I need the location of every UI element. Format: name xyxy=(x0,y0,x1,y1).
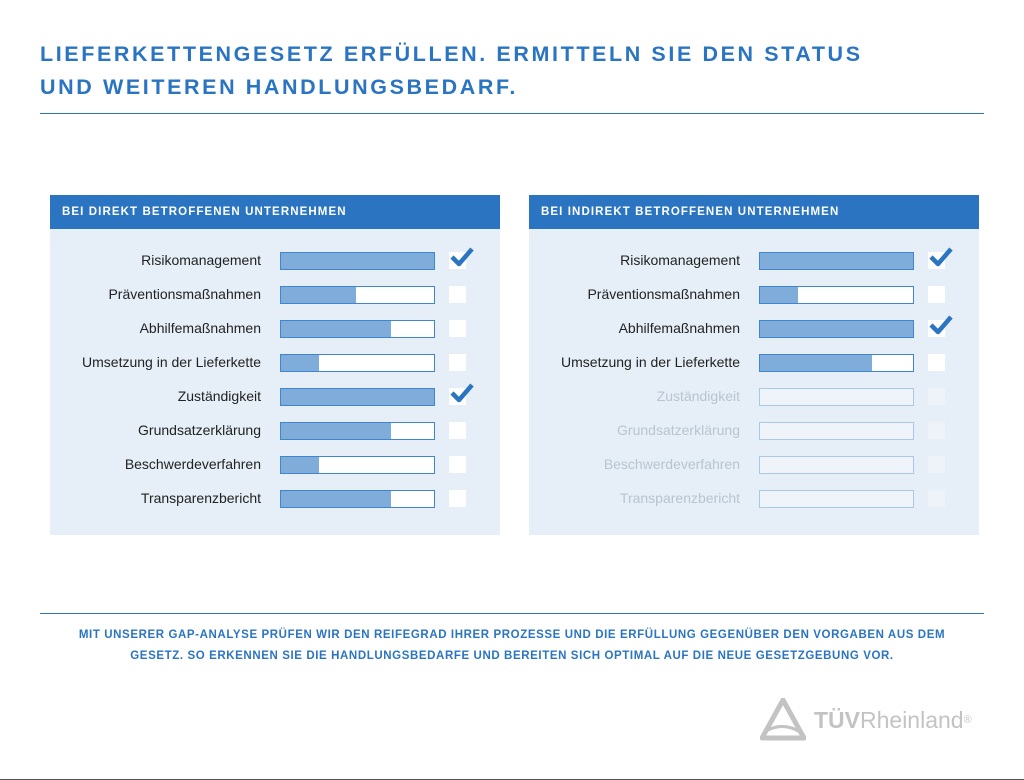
row-label: Zuständigkeit xyxy=(656,388,740,404)
checkbox[interactable] xyxy=(449,286,466,303)
status-row: Präventionsmaßnahmen xyxy=(529,285,979,305)
progress-bar xyxy=(759,320,914,338)
status-row: Beschwerdeverfahren xyxy=(50,455,500,475)
footer-text: MIT UNSERER GAP-ANALYSE PRÜFEN WIR DEN R… xyxy=(40,625,984,667)
page-title: LIEFERKETTENGESETZ ERFÜLLEN. ERMITTELN S… xyxy=(40,38,863,104)
progress-bar xyxy=(759,286,914,304)
progress-bar xyxy=(280,456,435,474)
panel-heading: BEI INDIREKT BETROFFENEN UNTERNEHMEN xyxy=(529,195,979,229)
tuv-logo: TÜV Rheinland ® xyxy=(760,698,972,742)
checkmark-icon xyxy=(929,315,953,335)
status-row: Umsetzung in der Lieferkette xyxy=(529,353,979,373)
logo-bold: TÜV xyxy=(814,706,860,733)
status-row: Risikomanagement xyxy=(529,247,979,271)
checkmark-icon xyxy=(450,383,474,403)
progress-fill xyxy=(281,457,320,473)
row-label: Abhilfemaßnahmen xyxy=(139,320,261,336)
progress-fill xyxy=(281,287,356,303)
progress-fill xyxy=(760,321,913,337)
checkbox[interactable] xyxy=(928,422,945,439)
progress-bar xyxy=(280,286,435,304)
status-row: Präventionsmaßnahmen xyxy=(50,285,500,305)
status-row: Abhilfemaßnahmen xyxy=(529,315,979,339)
checkbox[interactable] xyxy=(928,456,945,473)
title-line-1: LIEFERKETTENGESETZ ERFÜLLEN. ERMITTELN S… xyxy=(40,42,863,66)
checkbox[interactable] xyxy=(928,286,945,303)
progress-bar xyxy=(280,354,435,372)
row-label: Transparenzbericht xyxy=(619,490,740,506)
checkbox[interactable] xyxy=(449,490,466,507)
checkbox[interactable] xyxy=(449,422,466,439)
progress-fill xyxy=(760,253,913,269)
progress-fill xyxy=(281,491,392,507)
status-row: Zuständigkeit xyxy=(529,387,979,407)
progress-bar xyxy=(280,320,435,338)
status-row: Risikomanagement xyxy=(50,247,500,271)
status-row: Abhilfemaßnahmen xyxy=(50,319,500,339)
row-label: Grundsatzerklärung xyxy=(617,422,740,438)
progress-bar xyxy=(759,354,914,372)
divider-top xyxy=(40,113,984,114)
status-row: Grundsatzerklärung xyxy=(50,421,500,441)
status-row: Transparenzbericht xyxy=(529,489,979,509)
row-label: Präventionsmaßnahmen xyxy=(108,286,261,302)
progress-bar xyxy=(280,388,435,406)
progress-fill xyxy=(281,423,392,439)
checkbox[interactable] xyxy=(928,388,945,405)
footer-line-2: GESETZ. SO ERKENNEN SIE DIE HANDLUNGSBED… xyxy=(130,650,894,662)
checkmark-icon xyxy=(450,247,474,267)
progress-fill xyxy=(760,287,799,303)
row-label: Grundsatzerklärung xyxy=(138,422,261,438)
footer-line-1: MIT UNSERER GAP-ANALYSE PRÜFEN WIR DEN R… xyxy=(78,629,946,641)
progress-bar xyxy=(280,252,435,270)
status-row: Umsetzung in der Lieferkette xyxy=(50,353,500,373)
row-label: Beschwerdeverfahren xyxy=(124,456,261,472)
progress-fill xyxy=(760,355,872,371)
progress-fill xyxy=(281,253,434,269)
progress-bar xyxy=(759,388,914,406)
checkbox[interactable] xyxy=(928,490,945,507)
checkbox[interactable] xyxy=(449,320,466,337)
progress-bar xyxy=(759,456,914,474)
status-row: Zuständigkeit xyxy=(50,383,500,407)
logo-regular: Rheinland xyxy=(860,706,964,733)
row-label: Umsetzung in der Lieferkette xyxy=(561,354,740,370)
checkbox[interactable] xyxy=(449,354,466,371)
row-label: Zuständigkeit xyxy=(177,388,261,404)
row-label: Transparenzbericht xyxy=(140,490,261,506)
row-label: Präventionsmaßnahmen xyxy=(587,286,740,302)
checkmark-icon xyxy=(929,247,953,267)
divider-bottom xyxy=(40,613,984,614)
status-row: Grundsatzerklärung xyxy=(529,421,979,441)
checkbox[interactable] xyxy=(928,354,945,371)
panel-heading: BEI DIREKT BETROFFENEN UNTERNEHMEN xyxy=(50,195,500,229)
progress-fill xyxy=(281,321,392,337)
progress-fill xyxy=(281,355,320,371)
panel-direct: BEI DIREKT BETROFFENEN UNTERNEHMEN Risik… xyxy=(50,195,500,535)
checkbox[interactable] xyxy=(449,456,466,473)
row-label: Risikomanagement xyxy=(620,252,740,268)
status-row: Beschwerdeverfahren xyxy=(529,455,979,475)
progress-bar xyxy=(759,490,914,508)
progress-bar xyxy=(759,252,914,270)
panel-indirect: BEI INDIREKT BETROFFENEN UNTERNEHMEN Ris… xyxy=(529,195,979,535)
row-label: Risikomanagement xyxy=(141,252,261,268)
progress-bar xyxy=(280,490,435,508)
tuv-triangle-icon xyxy=(760,698,806,741)
progress-bar xyxy=(759,422,914,440)
title-line-2: UND WEITEREN HANDLUNGSBEDARF. xyxy=(40,75,518,99)
progress-fill xyxy=(281,389,434,405)
row-label: Beschwerdeverfahren xyxy=(603,456,740,472)
row-label: Umsetzung in der Lieferkette xyxy=(82,354,261,370)
logo-registered: ® xyxy=(963,714,972,726)
status-row: Transparenzbericht xyxy=(50,489,500,509)
row-label: Abhilfemaßnahmen xyxy=(618,320,740,336)
progress-bar xyxy=(280,422,435,440)
